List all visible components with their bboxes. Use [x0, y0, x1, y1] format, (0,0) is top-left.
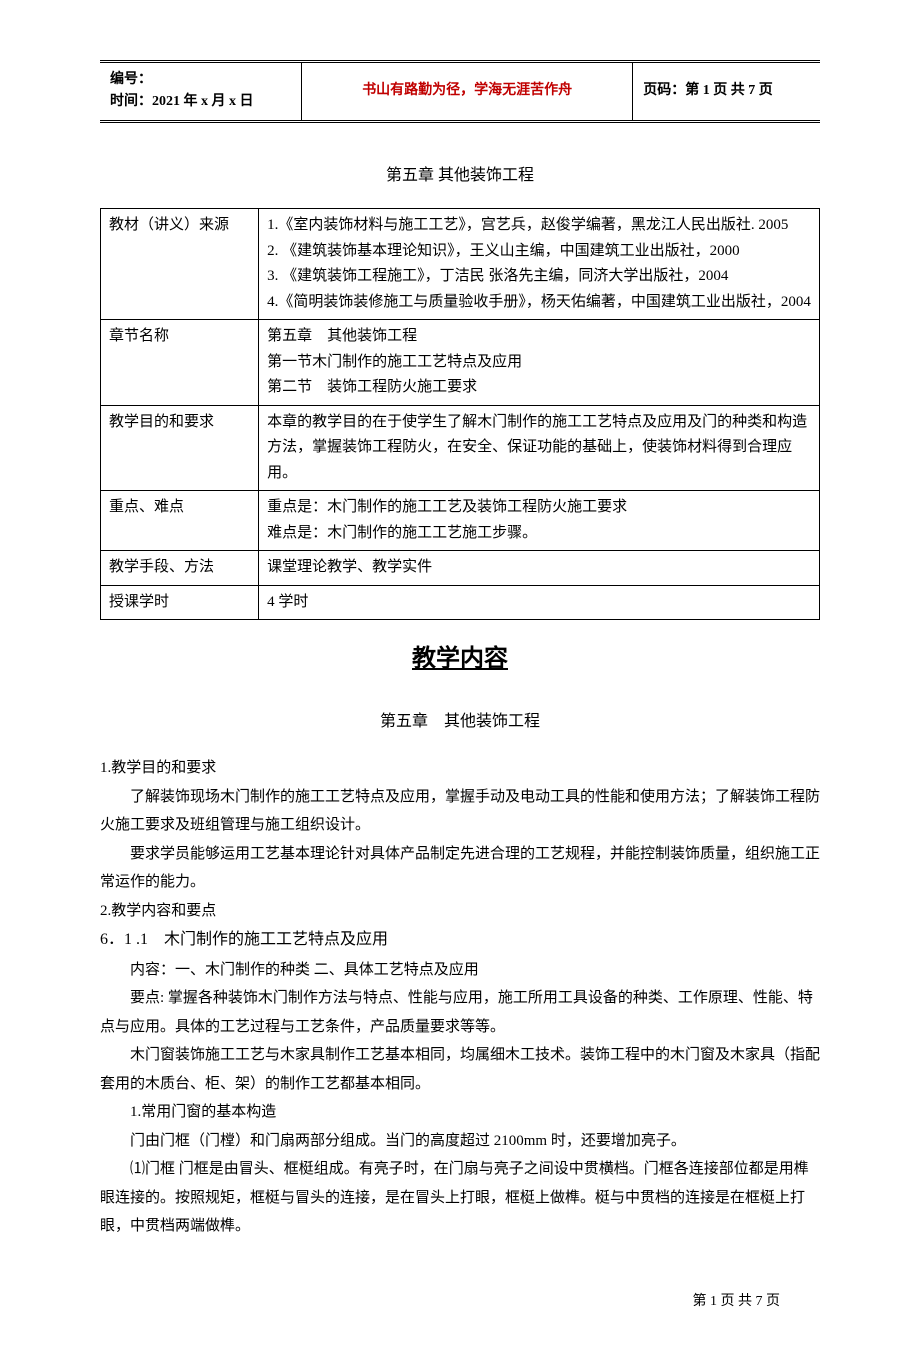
- row-content: 重点是：木门制作的施工工艺及装饰工程防火施工要求难点是：木门制作的施工工艺施工步…: [259, 491, 820, 551]
- serial-label: 编号：: [110, 69, 291, 91]
- time-label: 时间：2021 年 x 月 x 日: [110, 91, 291, 113]
- sub-chapter-title: 第五章 其他装饰工程: [100, 709, 820, 735]
- content-label: 2.教学内容和要点: [100, 897, 820, 926]
- course-info-table: 教材（讲义）来源1.《室内装饰材料与施工工艺》，宫艺兵，赵俊学编著，黑龙江人民出…: [100, 208, 820, 620]
- table-row: 教学目的和要求本章的教学目的在于使学生了解木门制作的施工工艺特点及应用及门的种类…: [101, 405, 820, 491]
- row-label: 教材（讲义）来源: [101, 209, 259, 320]
- table-row: 章节名称第五章 其他装饰工程第一节木门制作的施工工艺特点及应用第二节 装饰工程防…: [101, 320, 820, 406]
- header-left-cell: 编号： 时间：2021 年 x 月 x 日: [100, 62, 302, 122]
- table-row: 教材（讲义）来源1.《室内装饰材料与施工工艺》，宫艺兵，赵俊学编著，黑龙江人民出…: [101, 209, 820, 320]
- content-p7: 门由门框（门樘）和门扇两部分组成。当门的高度超过 2100mm 时，还要增加亮子…: [100, 1127, 820, 1156]
- table-row: 教学手段、方法课堂理论教学、教学实件: [101, 551, 820, 586]
- table-row: 授课学时4 学时: [101, 585, 820, 620]
- section-number: 6．1 .1 木门制作的施工工艺特点及应用: [100, 925, 820, 955]
- objective-text-1: 了解装饰现场木门制作的施工工艺特点及应用，掌握手动及电动工具的性能和使用方法；了…: [100, 783, 820, 840]
- row-label: 重点、难点: [101, 491, 259, 551]
- row-content: 第五章 其他装饰工程第一节木门制作的施工工艺特点及应用第二节 装饰工程防火施工要…: [259, 320, 820, 406]
- row-label: 教学目的和要求: [101, 405, 259, 491]
- chapter-title: 第五章 其他装饰工程: [100, 163, 820, 189]
- content-p8: ⑴门框 门框是由冒头、框梃组成。有亮子时，在门扇与亮子之间设中贯横档。门框各连接…: [100, 1155, 820, 1241]
- row-content: 本章的教学目的在于使学生了解木门制作的施工工艺特点及应用及门的种类和构造方法，掌…: [259, 405, 820, 491]
- row-content: 1.《室内装饰材料与施工工艺》，宫艺兵，赵俊学编著，黑龙江人民出版社. 2005…: [259, 209, 820, 320]
- content-p4: 要点: 掌握各种装饰木门制作方法与特点、性能与应用，施工所用工具设备的种类、工作…: [100, 984, 820, 1041]
- row-content: 4 学时: [259, 585, 820, 620]
- header-page-label: 页码：第 1 页 共 7 页: [633, 62, 820, 122]
- document-header-table: 编号： 时间：2021 年 x 月 x 日 书山有路勤为径，学海无涯苦作舟 页码…: [100, 60, 820, 123]
- content-p5: 木门窗装饰施工工艺与木家具制作工艺基本相同，均属细木工技术。装饰工程中的木门窗及…: [100, 1041, 820, 1098]
- header-motto: 书山有路勤为径，学海无涯苦作舟: [302, 62, 633, 122]
- section-heading: 教学内容: [100, 640, 820, 678]
- row-content: 课堂理论教学、教学实件: [259, 551, 820, 586]
- objective-text-2: 要求学员能够运用工艺基本理论针对具体产品制定先进合理的工艺规程，并能控制装饰质量…: [100, 840, 820, 897]
- row-label: 章节名称: [101, 320, 259, 406]
- row-label: 授课学时: [101, 585, 259, 620]
- content-p6: 1.常用门窗的基本构造: [100, 1098, 820, 1127]
- table-row: 重点、难点重点是：木门制作的施工工艺及装饰工程防火施工要求难点是：木门制作的施工…: [101, 491, 820, 551]
- body-content: 1.教学目的和要求 了解装饰现场木门制作的施工工艺特点及应用，掌握手动及电动工具…: [100, 754, 820, 1240]
- objective-label: 1.教学目的和要求: [100, 754, 820, 783]
- row-label: 教学手段、方法: [101, 551, 259, 586]
- content-p3: 内容：一、木门制作的种类 二、具体工艺特点及应用: [100, 956, 820, 985]
